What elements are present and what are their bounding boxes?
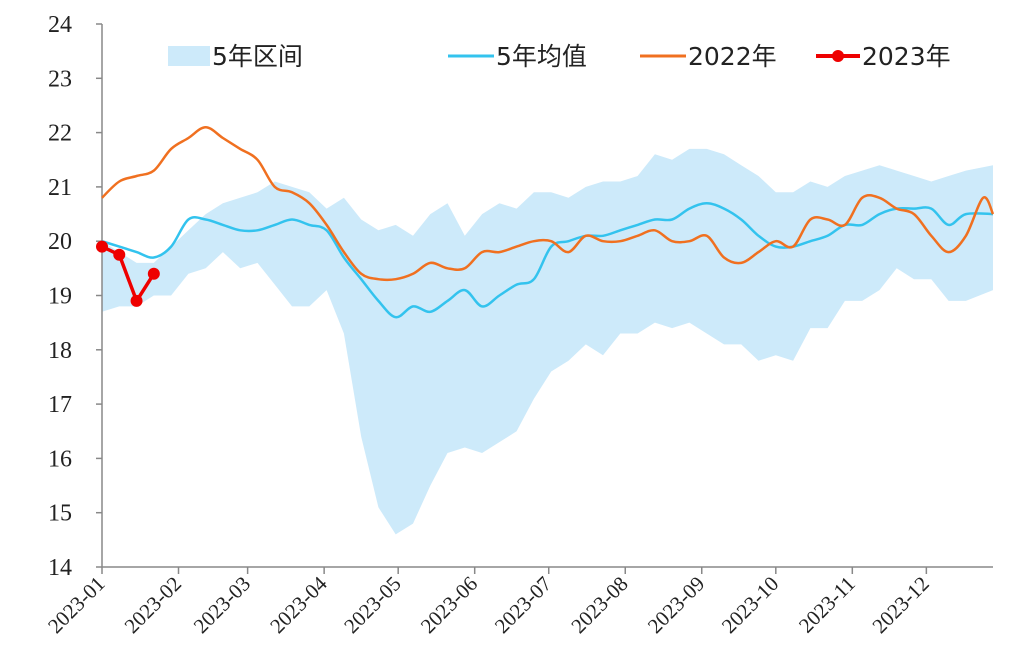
x-tick-label: 2023-11: [794, 572, 860, 638]
x-tick-label: 2023-09: [643, 572, 709, 638]
y-tick-label: 16: [48, 446, 72, 472]
x-tick-label: 2023-04: [265, 571, 332, 638]
y-tick-label: 23: [48, 66, 72, 92]
series-2: [96, 240, 160, 307]
x-tick-label: 2023-08: [566, 572, 632, 638]
legend-marker-2023: [832, 50, 844, 62]
x-tick-label: 2023-01: [43, 572, 109, 638]
y-tick-label: 20: [48, 229, 72, 255]
y-axis-ticks: 14 15 16 17 18 19 20 21 22 23 24: [48, 12, 102, 581]
legend-item-mean: 5年均值: [448, 42, 587, 71]
x-tick-label: 2023-10: [717, 572, 783, 638]
y-tick-label: 21: [48, 175, 72, 201]
series-lines: [96, 125, 995, 319]
y-tick-label: 19: [48, 284, 72, 310]
data-point-marker: [96, 240, 108, 253]
series-line: [101, 125, 995, 282]
data-point-marker: [130, 294, 143, 307]
y-tick-label: 24: [48, 12, 72, 38]
legend-label-2023: 2023年: [862, 42, 951, 71]
legend-item-2023: 2023年: [816, 42, 951, 71]
data-point-marker: [113, 248, 126, 261]
y-tick-label: 14: [48, 555, 72, 581]
legend-label-band: 5年区间: [212, 42, 303, 71]
data-point-marker: [147, 267, 160, 280]
y-tick-label: 18: [48, 338, 72, 364]
y-tick-label: 15: [48, 501, 72, 527]
x-tick-label: 2023-02: [120, 572, 186, 638]
legend-item-band: 5年区间: [168, 42, 303, 71]
x-tick-label: 2023-12: [867, 572, 933, 638]
series-line: [101, 245, 156, 303]
x-tick-label: 2023-07: [490, 572, 556, 638]
legend-label-2022: 2022年: [688, 42, 777, 71]
legend-label-mean: 5年均值: [496, 42, 587, 71]
x-axis-ticks: 2023-01 2023-02 2023-03 2023-04 2023-05 2023-…: [43, 567, 934, 638]
series-line: [101, 201, 994, 319]
x-tick-label: 2023-03: [189, 572, 255, 638]
x-tick-label: 2023-05: [339, 572, 405, 638]
legend-swatch-band: [168, 46, 210, 66]
y-tick-label: 22: [48, 121, 72, 147]
series-1: [101, 125, 995, 282]
band-area: [102, 148, 993, 535]
y-tick-label: 17: [48, 392, 72, 418]
legend-item-2022: 2022年: [640, 42, 777, 71]
legend: 5年区间 5年均值 2022年 2023年: [168, 42, 951, 71]
five-year-range-band: [102, 148, 993, 535]
series-0: [101, 201, 994, 319]
x-tick-label: 2023-06: [416, 572, 482, 638]
